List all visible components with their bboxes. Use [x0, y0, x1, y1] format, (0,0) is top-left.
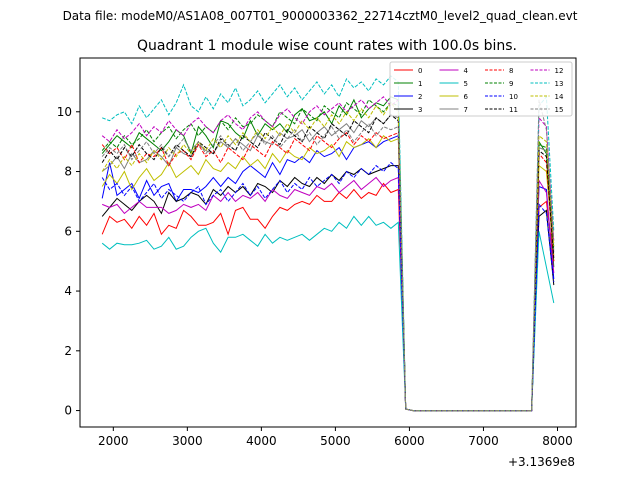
legend-label-12: 12 — [555, 67, 564, 75]
legend-label-2: 2 — [418, 93, 422, 101]
series-line-12 — [101, 96, 555, 412]
series-line-8 — [101, 131, 555, 412]
x-tick-label: 8000 — [542, 434, 573, 448]
legend-label-10: 10 — [509, 93, 518, 101]
chart-title: Quadrant 1 module wise count rates with … — [137, 38, 517, 54]
x-tick-label: 2000 — [98, 434, 129, 448]
legend-label-13: 13 — [555, 80, 564, 88]
x-offset-label: +3.1369e8 — [508, 455, 575, 469]
legend-label-5: 5 — [464, 80, 468, 88]
legend-label-14: 14 — [555, 93, 564, 101]
data-file-caption: Data file: modeM0/AS1A08_007T01_90000033… — [63, 9, 578, 23]
legend-label-6: 6 — [464, 93, 469, 101]
x-tick-label: 4000 — [246, 434, 277, 448]
y-tick-label: 2 — [64, 344, 72, 358]
legend-label-1: 1 — [418, 80, 422, 88]
series-layer — [101, 75, 555, 412]
y-tick-label: 10 — [57, 105, 72, 119]
x-tick-label: 6000 — [394, 434, 425, 448]
plot-frame — [79, 57, 577, 428]
x-axis: 2000 3000 4000 5000 6000 7000 8000 — [98, 427, 573, 448]
legend-label-8: 8 — [509, 67, 513, 75]
x-tick-label: 5000 — [320, 434, 351, 448]
legend-box — [389, 61, 573, 117]
y-axis: 0 2 4 6 8 10 — [57, 105, 80, 418]
x-tick-label: 7000 — [468, 434, 499, 448]
legend-label-0: 0 — [418, 67, 422, 75]
y-tick-label: 6 — [64, 224, 72, 238]
y-tick-label: 0 — [64, 404, 72, 418]
legend-label-4: 4 — [464, 67, 469, 75]
y-tick-label: 4 — [64, 284, 72, 298]
series-line-13 — [102, 75, 555, 412]
legend-label-9: 9 — [509, 80, 513, 88]
legend-label-3: 3 — [418, 106, 422, 114]
legend-label-11: 11 — [509, 106, 518, 114]
y-tick-label: 8 — [64, 165, 72, 179]
legend-label-15: 15 — [555, 106, 564, 114]
series-line-14 — [101, 101, 555, 412]
legend-label-7: 7 — [464, 106, 468, 114]
x-tick-label: 3000 — [172, 434, 203, 448]
